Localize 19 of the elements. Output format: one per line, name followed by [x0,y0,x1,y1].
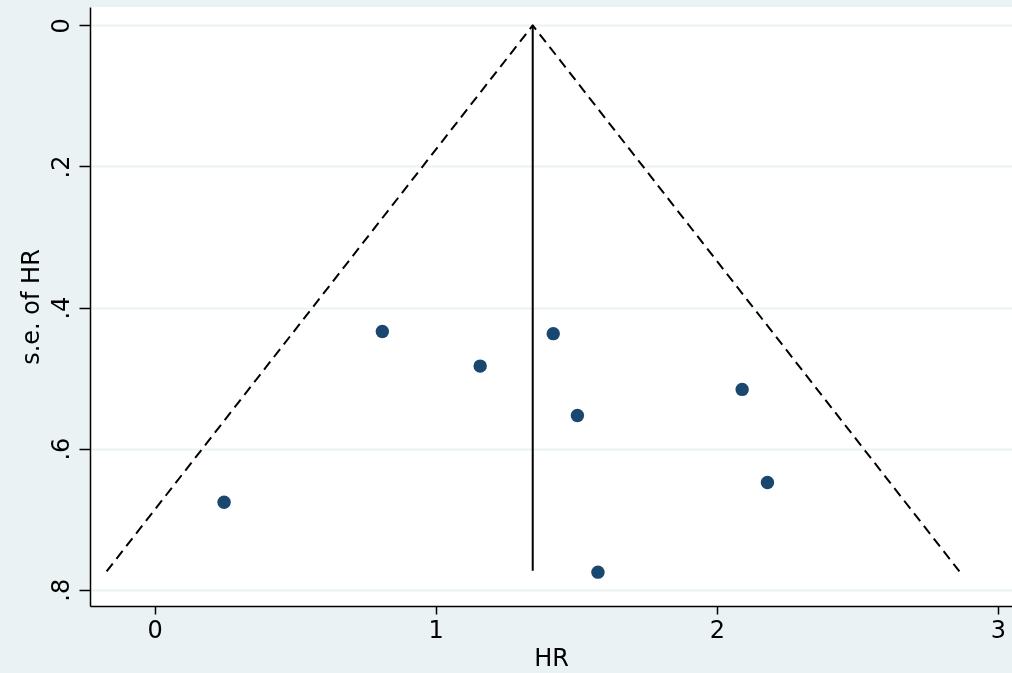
y-tick-label: .6 [46,437,75,461]
point [375,324,390,339]
point [760,475,775,490]
y-tick-label: 0 [46,18,75,34]
x-axis-title: HR [534,643,569,672]
point [591,565,605,579]
y-axis-title: s.e. of HR [16,249,45,365]
y-tick-label: .8 [46,578,75,602]
x-tick-label: 3 [990,615,1007,644]
x-tick-label: 0 [147,615,163,644]
x-tick-label: 2 [709,615,725,644]
point [735,382,749,397]
point [546,326,560,341]
y-tick-label: .4 [46,296,75,320]
y-tick-label: .2 [46,155,75,179]
point [217,495,231,509]
x-tick-label: 1 [428,615,444,644]
point [473,359,487,373]
point [570,408,585,423]
